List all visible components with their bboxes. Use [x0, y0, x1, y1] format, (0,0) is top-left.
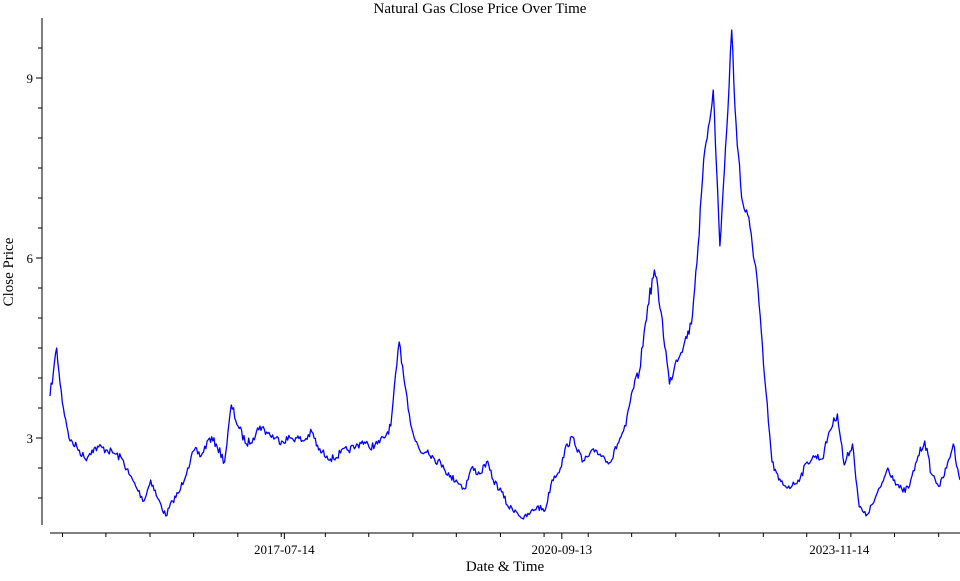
y-tick-label: 3: [27, 431, 34, 446]
x-axis-ticks: 2017-07-14 2020-09-13 2023-11-14: [61, 533, 940, 557]
close-price-line: [49, 29, 960, 520]
x-axis-label: Date & Time: [466, 559, 545, 575]
y-axis-ticks: 3 6 9: [27, 47, 42, 499]
chart-title: Natural Gas Close Price Over Time: [374, 1, 587, 17]
y-axis-label: Close Price: [1, 237, 17, 306]
x-tick-label: 2023-11-14: [809, 542, 870, 557]
x-tick-label: 2020-09-13: [532, 542, 593, 557]
x-tick-label: 2017-07-14: [254, 542, 315, 557]
y-tick-label: 9: [27, 71, 34, 86]
y-tick-label: 6: [27, 251, 34, 266]
